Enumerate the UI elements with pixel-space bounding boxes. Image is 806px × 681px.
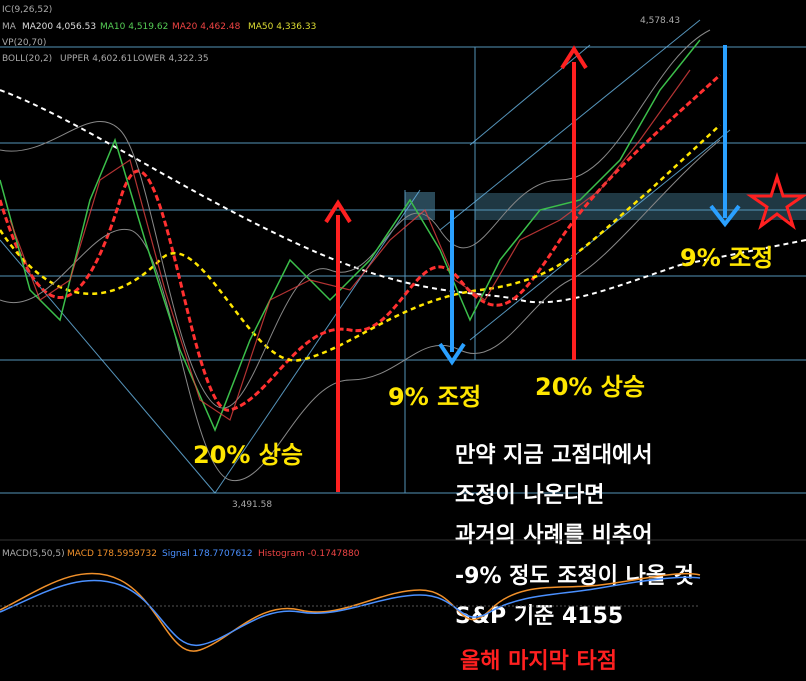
star <box>746 172 806 231</box>
annotation: 9% 조정 <box>388 383 481 411</box>
note-line: 과거의 사례를 비추어 <box>455 523 652 548</box>
label: MA200 4,056.53 <box>22 22 96 32</box>
label: MA10 4,519.62 <box>100 22 168 32</box>
label: LOWER 4,322.35 <box>133 54 209 64</box>
annotation: 9% 조정 <box>680 244 773 272</box>
label: MA <box>2 22 17 32</box>
label: UPPER 4,602.61 <box>60 54 132 64</box>
label: Signal 178.7707612 <box>162 549 253 559</box>
macd-panel: MACD(5,50,5) MACD 178.5959732 Signal 178… <box>0 549 701 652</box>
label: Histogram -0.1747880 <box>258 549 360 559</box>
annotation: 20% 상승 <box>535 373 645 401</box>
price-label: 3,491.58 <box>232 500 272 510</box>
label: MACD 178.5959732 <box>67 549 157 559</box>
note-line: 만약 지금 고점대에서 <box>455 443 652 468</box>
arrows <box>324 45 806 492</box>
annotation: 20% 상승 <box>193 441 303 469</box>
note-line: 조정이 나온다면 <box>455 483 604 508</box>
label: MACD(5,50,5) <box>2 549 65 559</box>
label: IC(9,26,52) <box>2 5 52 15</box>
indicator-lines <box>0 29 806 481</box>
channel-lines <box>0 19 731 494</box>
price-label: 4,578.43 <box>640 16 680 26</box>
label: BOLL(20,2) <box>2 54 52 64</box>
label: MA50 4,336.33 <box>248 22 316 32</box>
label: VP(20,70) <box>2 38 46 48</box>
note: 만약 지금 고점대에서 조정이 나온다면 과거의 사례를 비추어 -9% 정도 … <box>455 443 694 674</box>
note-highlight: 올해 마지막 타점 <box>460 649 617 674</box>
indicator-header: IC(9,26,52) MA MA200 4,056.53 MA10 4,519… <box>2 5 680 510</box>
label: MA20 4,462.48 <box>172 22 241 32</box>
